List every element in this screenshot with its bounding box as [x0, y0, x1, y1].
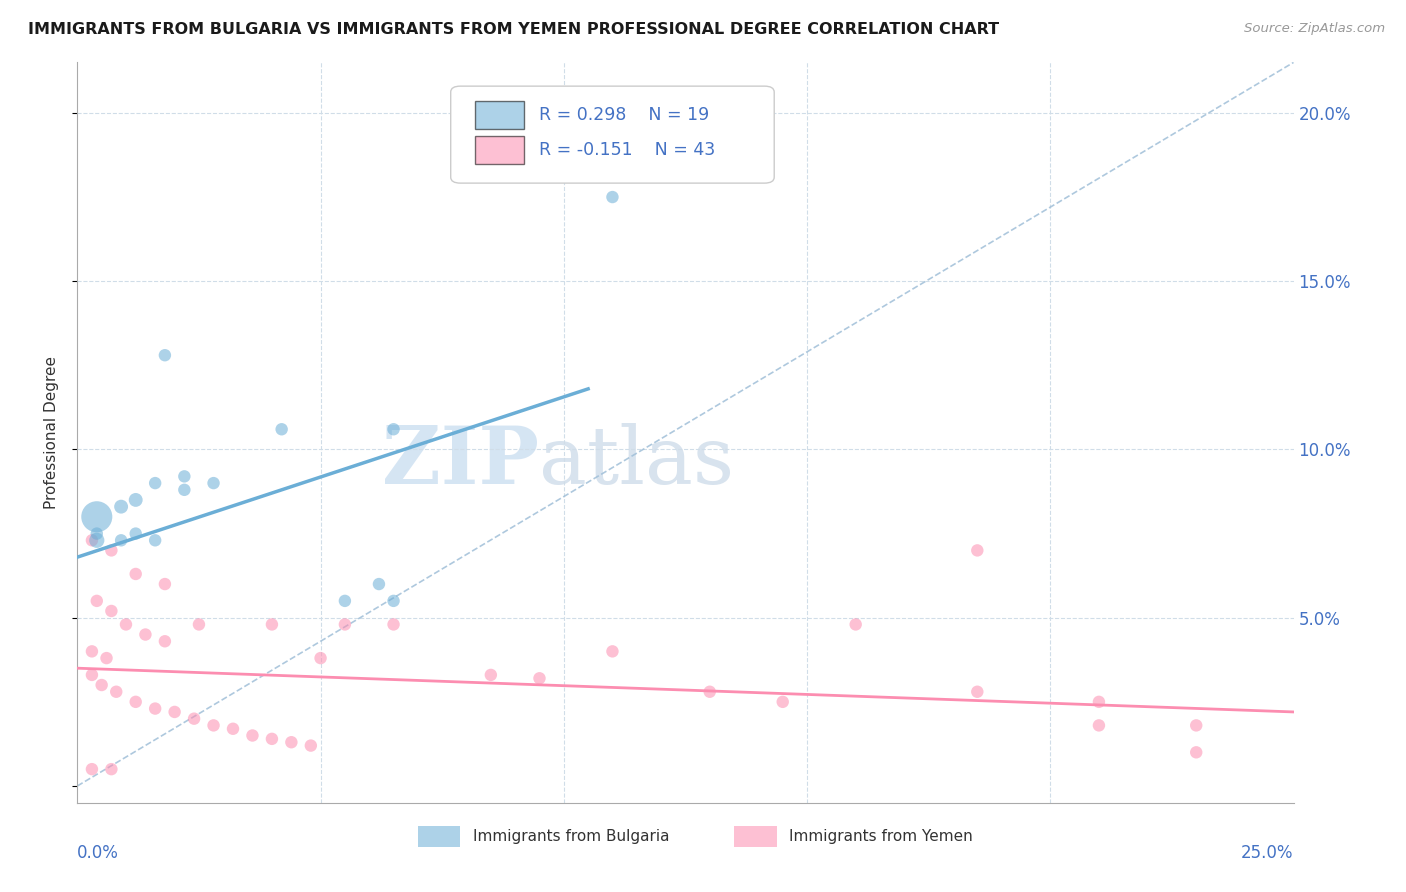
Point [125, 492, 148, 507]
Point [382, 594, 405, 608]
Point [183, 712, 205, 726]
Point [602, 190, 624, 204]
Text: R = 0.298    N = 19: R = 0.298 N = 19 [540, 106, 710, 124]
Point [163, 705, 186, 719]
Point [529, 671, 551, 685]
Point [966, 685, 988, 699]
Point [96, 651, 118, 665]
Point [966, 543, 988, 558]
Point [1185, 718, 1208, 732]
Point [110, 500, 132, 514]
Y-axis label: Professional Degree: Professional Degree [44, 356, 59, 509]
Point [125, 695, 148, 709]
FancyBboxPatch shape [475, 136, 523, 164]
Point [80, 668, 103, 682]
Text: Immigrants from Yemen: Immigrants from Yemen [789, 830, 973, 845]
Point [125, 526, 148, 541]
Point [143, 476, 166, 491]
Bar [418, 827, 460, 847]
Point [222, 722, 245, 736]
Text: Immigrants from Bulgaria: Immigrants from Bulgaria [472, 830, 669, 845]
Point [173, 469, 195, 483]
Point [153, 348, 176, 362]
Point [772, 695, 794, 709]
Point [299, 739, 322, 753]
Point [699, 685, 721, 699]
Point [242, 729, 264, 743]
Point [270, 422, 292, 436]
Point [110, 533, 132, 548]
Point [86, 509, 108, 524]
Text: R = -0.151    N = 43: R = -0.151 N = 43 [540, 141, 716, 159]
Point [479, 668, 502, 682]
Point [86, 526, 108, 541]
Point [188, 617, 211, 632]
FancyBboxPatch shape [475, 101, 523, 129]
Text: Source: ZipAtlas.com: Source: ZipAtlas.com [1244, 22, 1385, 36]
Text: atlas: atlas [540, 423, 734, 501]
Point [333, 594, 356, 608]
Point [382, 617, 405, 632]
Point [260, 731, 283, 746]
Point [382, 422, 405, 436]
Point [1088, 695, 1111, 709]
Point [86, 533, 108, 548]
Text: 25.0%: 25.0% [1241, 844, 1294, 862]
Text: ZIP: ZIP [382, 423, 540, 501]
Point [143, 701, 166, 715]
Point [1088, 718, 1111, 732]
Point [100, 762, 122, 776]
Point [260, 617, 283, 632]
Point [153, 577, 176, 591]
Point [309, 651, 332, 665]
Point [100, 543, 122, 558]
Point [333, 617, 356, 632]
Point [134, 627, 156, 641]
Text: IMMIGRANTS FROM BULGARIA VS IMMIGRANTS FROM YEMEN PROFESSIONAL DEGREE CORRELATIO: IMMIGRANTS FROM BULGARIA VS IMMIGRANTS F… [28, 22, 1000, 37]
Point [602, 644, 624, 658]
Text: 0.0%: 0.0% [77, 844, 120, 862]
Point [80, 533, 103, 548]
Point [280, 735, 302, 749]
Point [173, 483, 195, 497]
Point [105, 685, 128, 699]
Point [86, 594, 108, 608]
Point [143, 533, 166, 548]
Point [100, 604, 122, 618]
Point [90, 678, 112, 692]
Point [115, 617, 138, 632]
FancyBboxPatch shape [451, 87, 775, 183]
Point [368, 577, 391, 591]
Point [80, 762, 103, 776]
Point [202, 718, 225, 732]
Point [80, 644, 103, 658]
Point [202, 476, 225, 491]
Point [153, 634, 176, 648]
Point [125, 566, 148, 581]
Bar [734, 827, 776, 847]
Point [1185, 745, 1208, 759]
Point [845, 617, 868, 632]
